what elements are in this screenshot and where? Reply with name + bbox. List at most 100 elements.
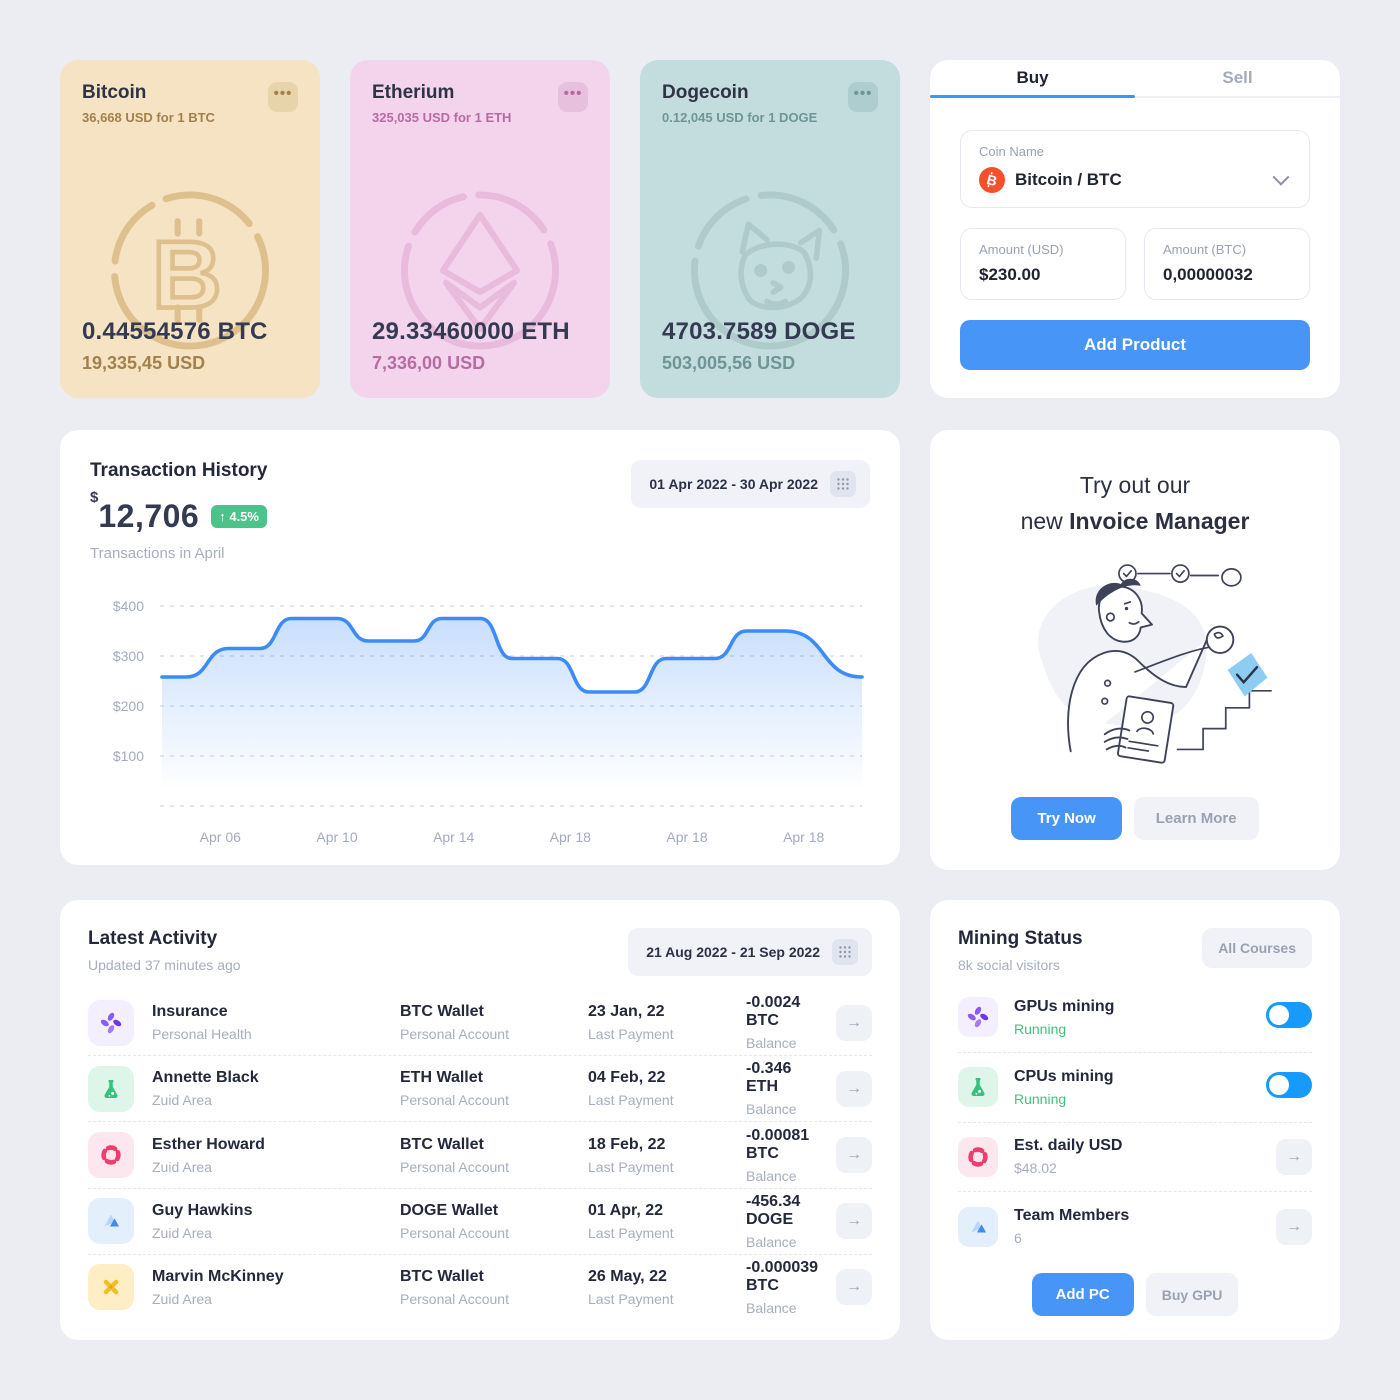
svg-text:B: B [152, 222, 221, 329]
row-arrow-button[interactable]: → [836, 1137, 872, 1173]
activity-balance-sub: Balance [746, 1299, 797, 1316]
currency-sign: $ [90, 489, 99, 506]
coin-more-options-button[interactable]: ••• [558, 82, 588, 112]
mining-sub: 6 [1014, 1230, 1022, 1247]
arrow-right-icon: → [846, 1278, 863, 1296]
row-arrow-button[interactable]: → [836, 1070, 872, 1107]
amount-usd-field[interactable]: Amount (USD) $230.00 [960, 228, 1126, 300]
mining-label: Team Members [1014, 1207, 1130, 1225]
invoice-manager-promo: Try out our new Invoice Manager [930, 430, 1340, 870]
activity-name: Guy Hawkins [152, 1201, 253, 1219]
mining-row: GPUs mining Running [958, 983, 1312, 1053]
svg-text:Apr 18: Apr 18 [666, 829, 707, 845]
mining-toggle[interactable] [1266, 1001, 1312, 1028]
arrow-right-icon: → [1286, 1217, 1302, 1235]
mining-toggle[interactable] [1266, 1071, 1312, 1098]
row-arrow-button[interactable]: → [1276, 1208, 1312, 1245]
add-product-button[interactable]: Add Product [960, 320, 1310, 370]
activity-date-range-text: 21 Aug 2022 - 21 Sep 2022 [646, 944, 820, 960]
mining-sub: Running [1014, 1020, 1067, 1037]
tab-sell[interactable]: Sell [1222, 68, 1253, 87]
coin-more-options-button[interactable]: ••• [268, 82, 298, 112]
activity-area: Zuid Area [152, 1158, 212, 1175]
coin-card-dogecoin: Dogecoin 0.12,045 USD for 1 DOGE ••• 470… [640, 60, 900, 398]
coin-watermark-icon [678, 178, 863, 363]
coin-name-select[interactable]: Coin Name B Bitcoin / BTC [960, 130, 1310, 208]
activity-date-sub: Last Payment [588, 1290, 674, 1307]
amount-btc-field[interactable]: Amount (BTC) 0,00000032 [1144, 228, 1310, 300]
coin-usd-value: 7,336,00 USD [372, 353, 486, 373]
lifebuoy-icon [958, 1136, 998, 1177]
arrow-right-icon: → [1286, 1147, 1302, 1165]
coin-name: Dogecoin [662, 82, 749, 103]
activity-row: Annette Black Zuid Area ETH Wallet Persona… [88, 1056, 872, 1123]
activity-area: Zuid Area [152, 1092, 212, 1109]
promo-line2: new Invoice Manager [1020, 508, 1250, 534]
svg-text:$100: $100 [113, 748, 144, 764]
arrow-right-icon: → [846, 1212, 862, 1230]
mining-label: GPUs mining [1014, 997, 1115, 1015]
mining-label: CPUs mining [1014, 1067, 1114, 1085]
all-courses-button[interactable]: All Courses [1202, 928, 1312, 968]
activity-date-range-picker[interactable]: 21 Aug 2022 - 21 Sep 2022 [628, 928, 872, 976]
activity-balance: -0.00081 BTC [746, 1126, 810, 1162]
activity-name: Marvin McKinney [152, 1267, 284, 1285]
activity-date-sub: Last Payment [588, 1224, 674, 1241]
row-arrow-button[interactable]: → [836, 1203, 872, 1240]
amount-btc-input[interactable]: 0,00000032 [1163, 265, 1253, 284]
activity-wallet: BTC Wallet [400, 1135, 484, 1153]
activity-wallet: DOGE Wallet [400, 1201, 499, 1219]
mining-status-title: Mining Status [958, 928, 1083, 949]
activity-balance-sub: Balance [746, 1035, 797, 1052]
add-pc-button[interactable]: Add PC [1031, 1273, 1134, 1316]
activity-date-sub: Last Payment [588, 1026, 674, 1043]
activity-wallet: BTC Wallet [400, 1003, 484, 1021]
date-range-text: 01 Apr 2022 - 30 Apr 2022 [649, 476, 818, 492]
activity-balance: -456.34 DOGE [746, 1192, 801, 1228]
tab-buy[interactable]: Buy [930, 60, 1135, 98]
row-arrow-button[interactable]: → [836, 1269, 873, 1306]
activity-balance-sub: Balance [746, 1233, 797, 1250]
trade-tabs: Buy Sell [930, 60, 1340, 98]
triangles-icon [958, 1206, 998, 1247]
learn-more-button[interactable]: Learn More [1133, 797, 1259, 840]
date-range-picker[interactable]: 01 Apr 2022 - 30 Apr 2022 [631, 460, 870, 508]
row-arrow-button[interactable]: → [1276, 1138, 1312, 1175]
coin-card-bitcoin: Bitcoin 36,668 USD for 1 BTC ••• B 0.445… [60, 60, 320, 398]
mining-row: Team Members 6 → [958, 1192, 1312, 1261]
row-arrow-button[interactable]: → [836, 1004, 872, 1041]
calendar-icon[interactable] [832, 939, 858, 965]
amount-usd-input[interactable]: $230.00 [979, 265, 1041, 284]
coin-usd-value: 503,005,56 USD [662, 353, 796, 373]
activity-date: 26 May, 22 [588, 1267, 667, 1285]
arrow-right-icon: → [846, 1079, 862, 1097]
coin-card-header-text: Bitcoin 36,668 USD for 1 BTC [82, 82, 215, 125]
coin-more-options-button[interactable]: ••• [848, 82, 878, 112]
mining-status-panel: Mining Status 8k social visitors All Cou… [930, 900, 1340, 1340]
calendar-icon[interactable] [830, 471, 856, 497]
coin-card-header-text: Etherium 325,035 USD for 1 ETH [372, 82, 511, 125]
triangles-icon [88, 1198, 134, 1245]
coin-watermark-icon: B [98, 178, 283, 363]
svg-text:B: B [985, 171, 999, 189]
activity-area: Zuid Area [152, 1224, 212, 1241]
mining-row: Est. daily USD $48.02 → [958, 1123, 1312, 1193]
try-now-button[interactable]: Try Now [1011, 797, 1122, 840]
buy-gpu-button[interactable]: Buy GPU [1145, 1273, 1239, 1316]
ellipsis-icon: ••• [563, 85, 583, 102]
activity-balance: -0.0024 BTC [746, 994, 801, 1030]
pinwheel-icon [958, 997, 998, 1038]
activity-date: 01 Apr, 22 [588, 1201, 664, 1219]
activity-name: Esther Howard [152, 1135, 265, 1153]
activity-wallet-sub: Personal Account [400, 1026, 509, 1043]
activity-balance: -0.000039 BTC [746, 1258, 819, 1294]
flask-icon [958, 1067, 998, 1108]
trade-panel: Buy Sell Coin Name B Bitcoin / BTC [930, 60, 1340, 398]
activity-name: Annette Black [152, 1069, 259, 1087]
activity-wallet-sub: Personal Account [400, 1290, 509, 1307]
activity-balance-sub: Balance [746, 1101, 797, 1118]
activity-wallet: BTC Wallet [400, 1267, 484, 1285]
transaction-subtitle: Transactions in April [90, 545, 225, 562]
activity-area: Personal Health [152, 1026, 252, 1043]
latest-activity-panel: Latest Activity Updated 37 minutes ago 2… [60, 900, 900, 1340]
